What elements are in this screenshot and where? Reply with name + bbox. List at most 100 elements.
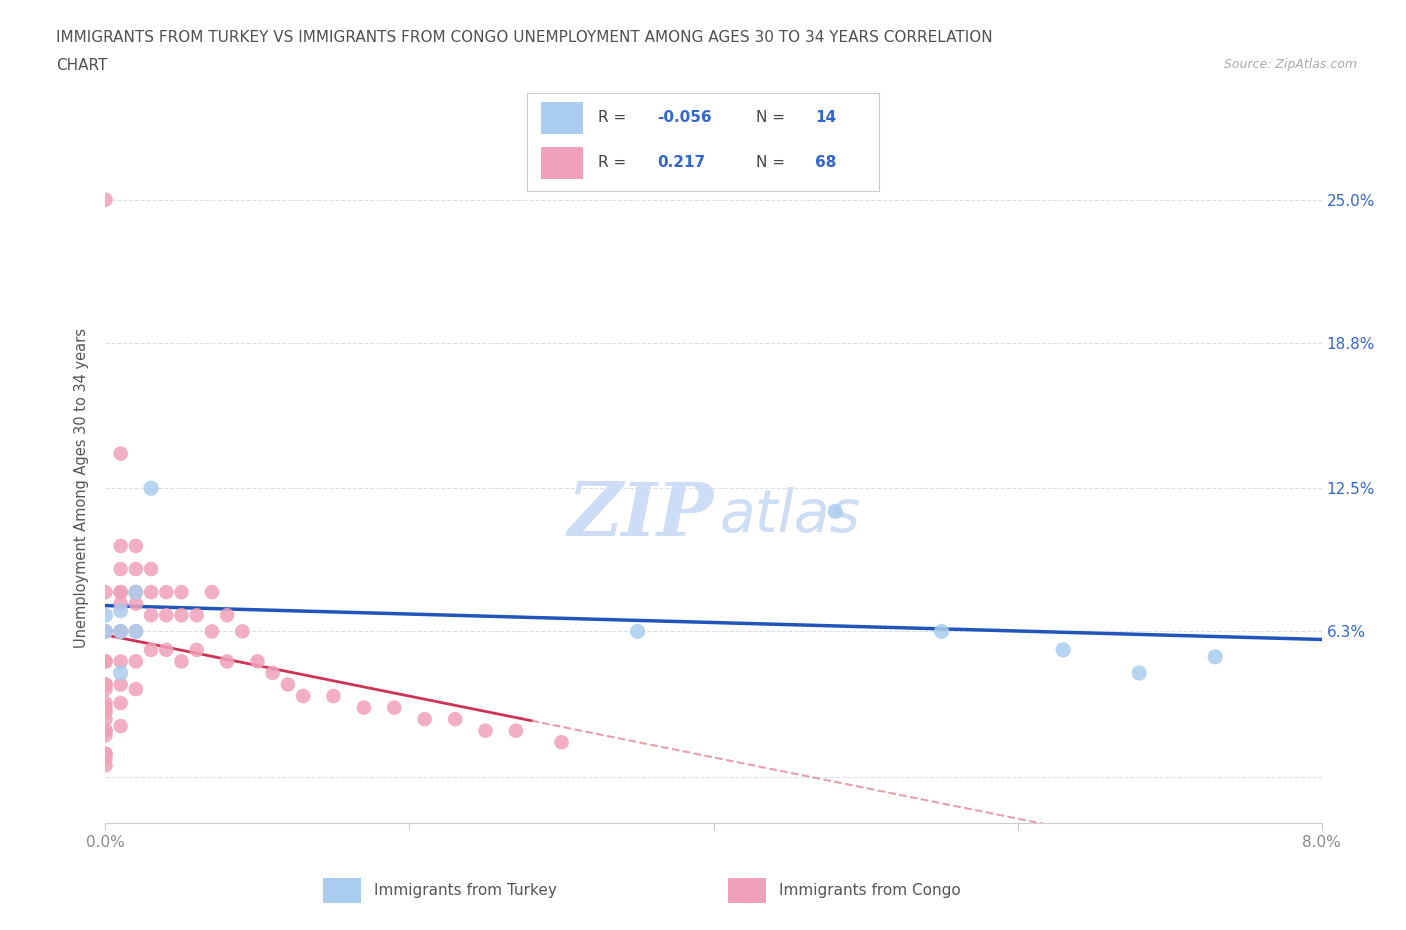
Point <box>110 562 132 577</box>
Y-axis label: Unemployment Among Ages 30 to 34 years: Unemployment Among Ages 30 to 34 years <box>75 328 90 648</box>
Point <box>94 705 117 720</box>
Point <box>94 677 117 692</box>
Point <box>110 538 132 553</box>
Text: 14: 14 <box>815 111 837 126</box>
Text: R =: R = <box>598 111 631 126</box>
Point <box>292 688 315 703</box>
Point <box>94 654 117 669</box>
Point <box>125 596 148 611</box>
Point <box>155 643 177 658</box>
Point <box>110 624 132 639</box>
Point <box>186 643 208 658</box>
Point <box>413 711 436 726</box>
Point <box>170 585 193 600</box>
Text: R =: R = <box>598 155 631 170</box>
Point <box>110 604 132 618</box>
Point <box>94 751 117 765</box>
Point <box>186 608 208 623</box>
Point <box>94 624 117 639</box>
Point <box>94 724 117 738</box>
Point <box>94 711 117 726</box>
Point <box>125 538 148 553</box>
Point <box>1052 643 1074 658</box>
Point <box>931 624 953 639</box>
Point <box>94 682 117 697</box>
Point <box>94 624 117 639</box>
Bar <box>323 878 361 903</box>
Point <box>1128 666 1150 681</box>
Point <box>125 654 148 669</box>
Point <box>110 719 132 734</box>
Point <box>110 596 132 611</box>
Point <box>94 677 117 692</box>
Text: atlas: atlas <box>720 486 860 543</box>
Point <box>110 446 132 461</box>
Point <box>139 643 162 658</box>
Point <box>444 711 467 726</box>
Point <box>170 654 193 669</box>
Text: IMMIGRANTS FROM TURKEY VS IMMIGRANTS FROM CONGO UNEMPLOYMENT AMONG AGES 30 TO 34: IMMIGRANTS FROM TURKEY VS IMMIGRANTS FRO… <box>56 30 993 45</box>
Point <box>125 585 148 600</box>
Point <box>125 585 148 600</box>
Bar <box>541 101 583 134</box>
Text: Source: ZipAtlas.com: Source: ZipAtlas.com <box>1223 58 1357 71</box>
Point <box>231 624 253 639</box>
Point <box>262 666 284 681</box>
Point <box>110 624 132 639</box>
Point <box>626 624 648 639</box>
Text: Immigrants from Congo: Immigrants from Congo <box>779 883 960 898</box>
Point <box>94 747 117 762</box>
Point <box>94 724 117 738</box>
Point <box>94 608 117 623</box>
Point <box>94 654 117 669</box>
Point <box>824 504 846 519</box>
Point <box>217 654 239 669</box>
Text: 68: 68 <box>815 155 837 170</box>
Text: Immigrants from Turkey: Immigrants from Turkey <box>374 883 557 898</box>
Point <box>94 728 117 743</box>
Point <box>94 585 117 600</box>
Point <box>125 682 148 697</box>
Point <box>125 562 148 577</box>
Point <box>277 677 299 692</box>
Point <box>139 585 162 600</box>
Point <box>125 624 148 639</box>
Point <box>94 758 117 773</box>
Text: CHART: CHART <box>56 58 108 73</box>
Point <box>155 585 177 600</box>
Point <box>217 608 239 623</box>
Point <box>382 700 405 715</box>
Text: 0.217: 0.217 <box>658 155 706 170</box>
Point <box>110 677 132 692</box>
Point <box>110 585 132 600</box>
Point <box>1204 649 1226 664</box>
Point <box>94 624 117 639</box>
Point <box>474 724 496 738</box>
Point <box>201 585 224 600</box>
Point <box>155 608 177 623</box>
Point <box>110 654 132 669</box>
Point <box>125 624 148 639</box>
Bar <box>728 878 766 903</box>
Text: -0.056: -0.056 <box>658 111 711 126</box>
Point <box>94 696 117 711</box>
Point <box>201 624 224 639</box>
Point <box>505 724 527 738</box>
Point <box>94 700 117 715</box>
Point <box>110 696 132 711</box>
Point <box>139 608 162 623</box>
Point <box>94 747 117 762</box>
Point <box>110 666 132 681</box>
Point <box>353 700 375 715</box>
Point <box>139 481 162 496</box>
Point <box>94 193 117 207</box>
Point <box>139 562 162 577</box>
Text: ZIP: ZIP <box>567 479 713 551</box>
Point <box>110 585 132 600</box>
Text: N =: N = <box>756 155 790 170</box>
Point <box>550 735 572 750</box>
Text: N =: N = <box>756 111 790 126</box>
Point <box>110 624 132 639</box>
Point <box>322 688 344 703</box>
Bar <box>541 147 583 179</box>
